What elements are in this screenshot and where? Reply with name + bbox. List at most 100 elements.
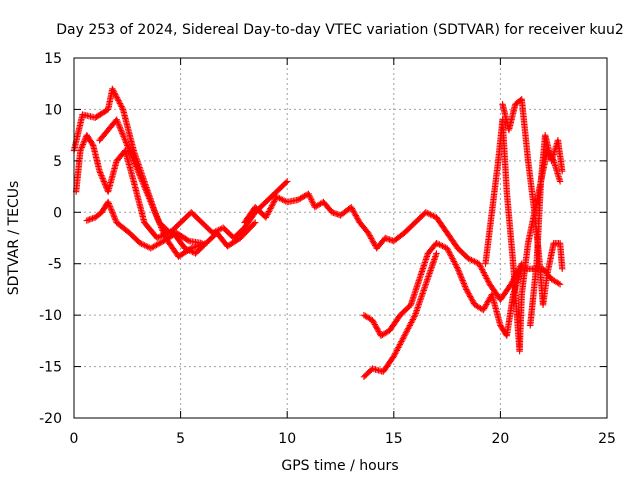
data-point [106, 201, 113, 209]
series-trace-9 [499, 95, 566, 309]
data-point [119, 131, 127, 139]
data-point [448, 253, 455, 261]
data-point [391, 351, 398, 359]
data-point [100, 176, 107, 184]
data-point [393, 347, 401, 354]
data-point [143, 189, 150, 196]
data-point [116, 98, 123, 106]
data-point [77, 147, 84, 154]
data-point [469, 257, 477, 264]
x-tick-label: 0 [70, 431, 79, 447]
series-trace-6 [360, 250, 440, 381]
data-point [109, 87, 117, 94]
data-point [306, 193, 314, 200]
data-point [484, 276, 491, 284]
data-point [112, 93, 120, 100]
data-point [373, 325, 381, 332]
data-point [366, 232, 373, 239]
data-point [141, 242, 148, 249]
data-point [371, 240, 378, 248]
data-point [109, 209, 116, 216]
series-trace-10 [527, 131, 566, 329]
x-tick-label: 5 [176, 431, 185, 447]
data-point [373, 324, 380, 331]
data-point [392, 350, 399, 357]
data-point [263, 212, 270, 220]
data-point [439, 242, 446, 250]
data-point [483, 275, 490, 282]
data-point [451, 259, 458, 267]
data-point [409, 316, 417, 323]
data-point [394, 345, 401, 353]
data-point [308, 198, 316, 205]
data-point [80, 139, 87, 147]
data-point [306, 192, 313, 199]
data-point [111, 214, 119, 222]
data-point [405, 323, 413, 331]
data-point [480, 306, 487, 314]
plot-frame [73, 57, 608, 419]
data-point [117, 125, 124, 132]
data-point [446, 250, 454, 258]
data-point [125, 145, 132, 152]
data-point [262, 214, 270, 221]
data-point [78, 144, 85, 151]
y-tick-label: -10 [39, 308, 62, 324]
data-point [400, 333, 407, 341]
data-point [372, 322, 379, 330]
data-point [410, 314, 417, 322]
y-tick-label: 5 [53, 154, 62, 170]
data-point [129, 155, 137, 163]
data-point [161, 231, 168, 238]
data-point [107, 204, 114, 212]
data-point [365, 231, 373, 238]
data-point [470, 298, 477, 306]
data-point [469, 297, 476, 304]
data-point [455, 267, 462, 274]
data-point [132, 161, 139, 169]
data-point [279, 196, 286, 203]
data-point [252, 219, 259, 226]
data-point [112, 91, 119, 98]
data-point [308, 196, 315, 203]
data-point [478, 266, 486, 273]
data-point [124, 142, 131, 149]
data-point [113, 116, 120, 123]
data-point [98, 173, 106, 181]
data-point [271, 198, 278, 205]
data-point [397, 339, 404, 347]
data-point [140, 181, 147, 188]
data-point [270, 199, 277, 206]
y-tick-label: -20 [39, 411, 62, 427]
data-point [450, 258, 458, 265]
data-point [402, 331, 409, 338]
data-point [408, 317, 416, 325]
data-point [267, 205, 274, 212]
data-point [106, 203, 114, 210]
data-point [460, 280, 468, 287]
data-point [453, 262, 460, 270]
data-point [375, 328, 382, 335]
data-point [136, 170, 143, 178]
data-point [139, 241, 147, 248]
data-point [250, 220, 258, 227]
data-point [368, 235, 375, 242]
data-point [154, 216, 162, 223]
data-point [408, 319, 415, 326]
y-tick-label: 10 [44, 102, 62, 118]
data-point [307, 195, 314, 202]
data-point [349, 206, 356, 214]
data-point [434, 240, 442, 248]
data-point [411, 313, 418, 320]
data-point [433, 239, 440, 247]
data-point [352, 212, 360, 219]
data-point [369, 238, 377, 245]
data-point [97, 170, 105, 178]
data-point [100, 178, 108, 185]
data-point [370, 319, 378, 327]
data-point [427, 211, 434, 218]
data-point [402, 329, 410, 336]
data-point [131, 160, 139, 167]
data-point [108, 207, 115, 215]
data-point [123, 140, 130, 148]
